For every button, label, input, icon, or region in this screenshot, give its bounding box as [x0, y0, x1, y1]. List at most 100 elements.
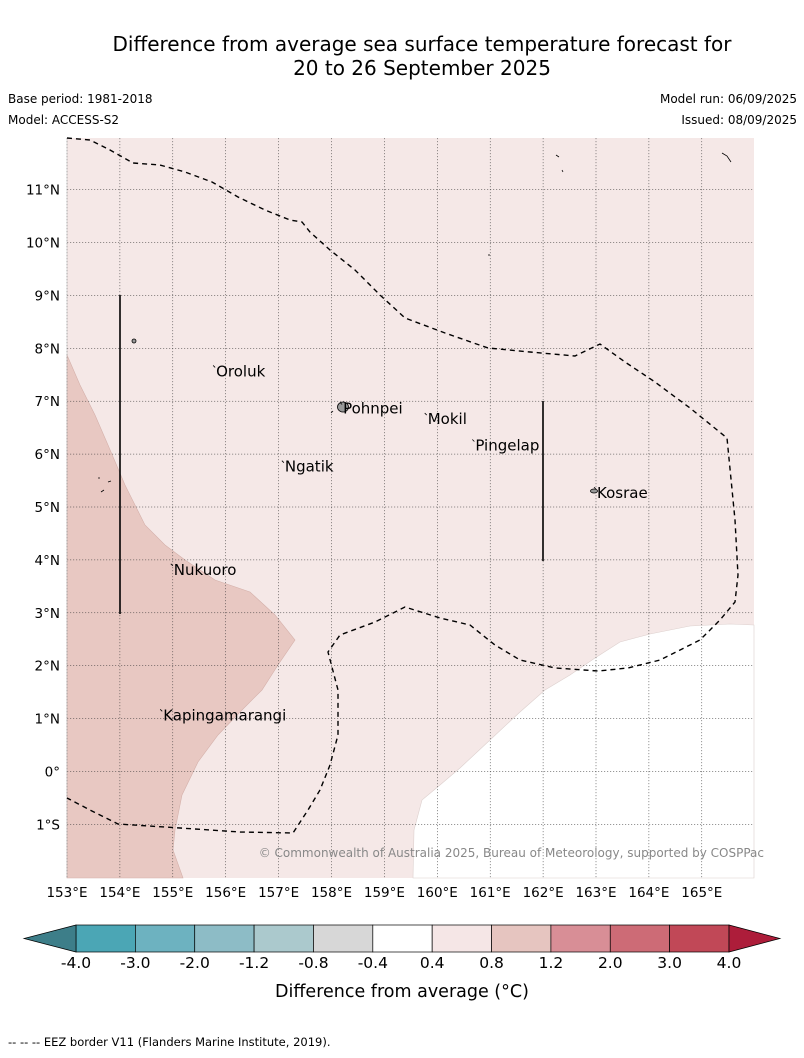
place-label: Mokil	[428, 410, 467, 428]
latitude-tick-label: 10°N	[26, 236, 60, 252]
longitude-tick-label: 154°E	[99, 885, 140, 901]
colorbar-tick-label: 3.0	[657, 954, 682, 972]
place-label: Oroluk	[216, 362, 265, 380]
longitude-tick-label: 156°E	[205, 885, 246, 901]
title-line-2: 20 to 26 September 2025	[293, 56, 551, 80]
place-marker	[212, 365, 216, 368]
latitude-tick-label: 6°N	[35, 447, 60, 463]
place-marker	[170, 563, 174, 567]
anomaly-region-neutral	[412, 623, 755, 879]
colorbar-over-arrow	[728, 924, 782, 953]
place-label: Kosrae	[597, 484, 648, 502]
latitude-tick-label: 8°N	[35, 341, 60, 357]
place-label: Pohnpei	[343, 399, 403, 417]
eez-footnote: -- -- -- EEZ border V11 (Flanders Marine…	[8, 1035, 331, 1049]
map-title: Difference from average sea surface temp…	[40, 32, 804, 80]
colorbar-tick-label: 2.0	[598, 954, 623, 972]
colorbar-tick-label: -4.0	[61, 954, 91, 972]
colorbar-swatch	[194, 924, 255, 953]
model-run: Model run: 06/09/2025	[659, 92, 797, 106]
colorbar-tick-label: -1.2	[239, 954, 269, 972]
map-panel: Oroluk Pohnpei Mokil Pingelap Ngatik Kosrae Nu…	[26, 137, 764, 901]
title-line-1: Difference from average sea surface temp…	[112, 32, 732, 56]
base-period: Base period: 1981-2018	[8, 92, 153, 106]
islet-far-ne	[721, 152, 732, 163]
colorbar-swatch	[75, 924, 136, 953]
longitude-axis: 153°E 154°E 155°E 156°E 157°E 158°E 159°E 160°E…	[46, 885, 722, 901]
islet-ne	[555, 154, 564, 173]
colorbar-tick-label: 0.8	[479, 954, 504, 972]
latitude-tick-label: 3°N	[35, 606, 60, 622]
latitude-tick-label: 9°N	[35, 288, 60, 304]
place-label: Ngatik	[285, 458, 334, 476]
colorbar-tick-label: -2.0	[180, 954, 210, 972]
colorbar-swatch	[313, 924, 374, 953]
place-marker	[472, 439, 475, 442]
place-labels: Oroluk Pohnpei Mokil Pingelap Ngatik Kosrae Nu…	[159, 362, 648, 724]
place-marker	[339, 402, 343, 405]
colorbar-tick-label: 0.4	[420, 954, 445, 972]
longitude-tick-label: 158°E	[311, 885, 352, 901]
longitude-tick-label: 163°E	[575, 885, 616, 901]
graticule	[66, 138, 754, 878]
kosrae-island	[590, 488, 598, 494]
pohnpei-island	[337, 401, 349, 413]
latitude-tick-label: 1°S	[36, 817, 60, 833]
colorbar-under-arrow	[22, 924, 77, 953]
place-marker	[424, 412, 428, 416]
longitude-tick-label: 153°E	[46, 885, 87, 901]
colorbar-tick-label: 1.2	[539, 954, 564, 972]
longitude-tick-label: 161°E	[470, 885, 511, 901]
colorbar-tick-labels: -4.0 -3.0 -2.0 -1.2 -0.8 -0.4 0.4 0.8 1.2 2.0 3.0 4…	[61, 954, 741, 972]
colorbar-swatch	[431, 924, 492, 953]
eez-borders	[66, 137, 739, 834]
latitude-axis: 11°N 10°N 9°N 8°N 7°N 6°N 5°N 4°N 3°N 2°N 1°N 0° 1°S	[26, 183, 60, 834]
place-label: Nukuoro	[174, 561, 237, 579]
colorbar-tick-label: -3.0	[120, 954, 150, 972]
colorbar-boxes	[22, 924, 782, 953]
longitude-tick-label: 162°E	[523, 885, 564, 901]
longitude-tick-label: 160°E	[417, 885, 458, 901]
latitude-tick-label: 4°N	[35, 553, 60, 569]
longitude-tick-label: 157°E	[258, 885, 299, 901]
colorbar-swatch	[669, 924, 730, 953]
latitude-tick-label: 1°N	[35, 712, 60, 728]
colorbar-label-text: Difference from average (	[275, 982, 501, 1002]
latitude-tick-label: 11°N	[26, 183, 60, 199]
place-label: Kapingamarangi	[163, 706, 286, 724]
colorbar-swatch	[253, 924, 314, 953]
colorbar-swatch	[372, 924, 433, 953]
colorbar-label: Difference from average (°C)	[275, 982, 529, 1002]
colorbar-swatch	[491, 924, 552, 953]
copyright-notice: © Commonwealth of Australia 2025, Bureau…	[259, 846, 764, 860]
latitude-tick-label: 0°	[45, 765, 60, 781]
eez-border-north	[66, 137, 739, 834]
place-label: Pingelap	[475, 437, 539, 455]
model-name: Model: ACCESS-S2	[8, 113, 120, 127]
islet	[131, 338, 137, 344]
colorbar-label-unit: °C	[501, 982, 522, 1002]
colorbar-swatch	[609, 924, 670, 953]
islet-pohnpei-west	[330, 410, 334, 414]
longitude-tick-label: 165°E	[681, 885, 722, 901]
islands	[98, 152, 732, 494]
latitude-tick-label: 5°N	[35, 500, 60, 516]
place-marker	[593, 486, 597, 490]
colorbar-tick-label: -0.4	[358, 954, 388, 972]
colorbar-swatch	[135, 924, 196, 953]
issued-date: Issued: 08/09/2025	[681, 113, 797, 127]
latitude-tick-label: 2°N	[35, 659, 60, 675]
colorbar-tick-label: 4.0	[717, 954, 742, 972]
place-marker	[159, 709, 163, 712]
colorbar-tick-label: -0.8	[298, 954, 328, 972]
longitude-tick-label: 155°E	[152, 885, 193, 901]
longitude-tick-label: 159°E	[364, 885, 405, 901]
islet-cluster	[98, 477, 112, 493]
latitude-tick-label: 7°N	[35, 394, 60, 410]
place-marker	[281, 460, 285, 463]
colorbar: -4.0 -3.0 -2.0 -1.2 -0.8 -0.4 0.4 0.8 1.2 2.0 3.0 4…	[22, 924, 782, 1002]
colorbar-swatch	[550, 924, 611, 953]
colorbar-label-close: )	[522, 982, 529, 1002]
longitude-tick-label: 164°E	[628, 885, 669, 901]
